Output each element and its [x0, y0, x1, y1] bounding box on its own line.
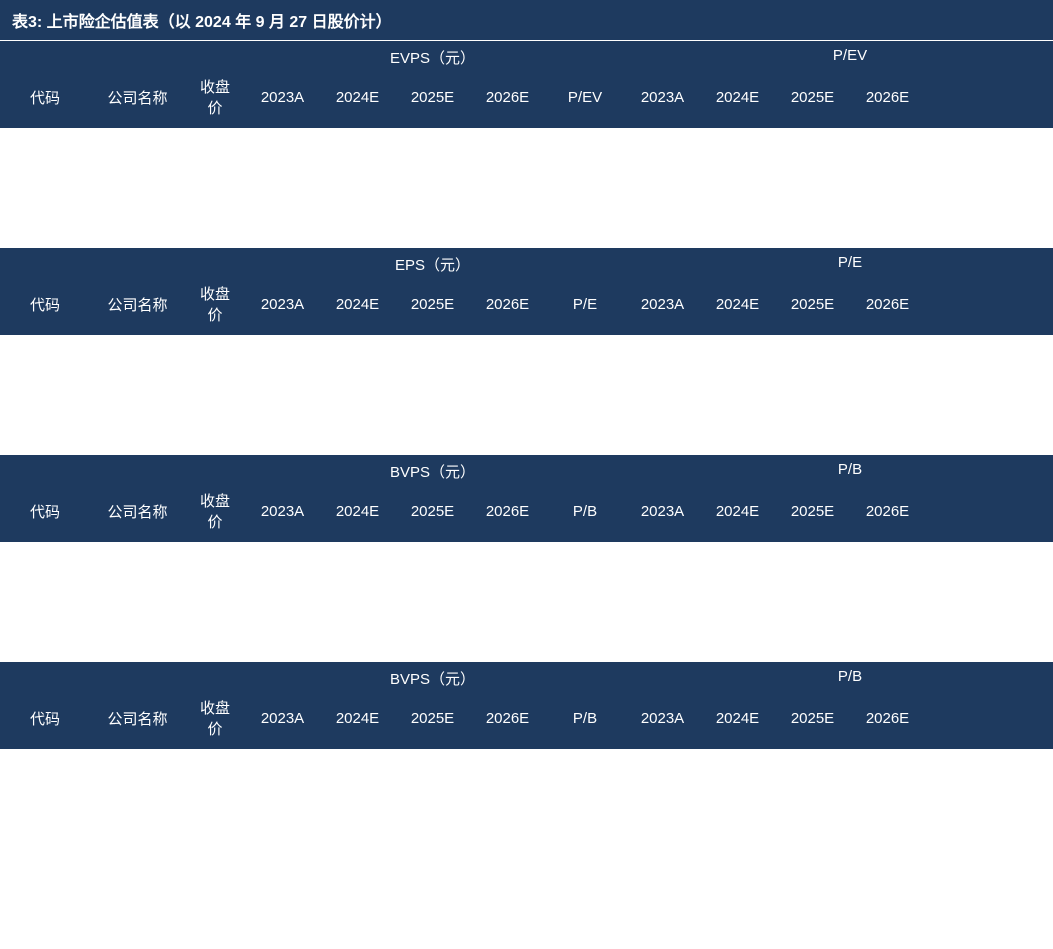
metric-left-label: EPS（元）	[245, 254, 620, 275]
col-name: 公司名称	[90, 708, 185, 729]
col-2024e: 2024E	[320, 503, 395, 520]
table-sections: EVPS（元）P/EV代码公司名称收盘价2023A2024E2025E2026E…	[0, 41, 1053, 869]
col-2023a-r: 2023A	[625, 710, 700, 727]
metric-right-label: P/EV	[700, 47, 1000, 68]
col-2026e: 2026E	[470, 503, 545, 520]
metric-left-label: BVPS（元）	[245, 461, 620, 482]
col-ratio: P/B	[545, 710, 625, 727]
metric-header-row: EPS（元） P/E	[0, 248, 1053, 277]
col-2025e-r: 2025E	[775, 296, 850, 313]
col-2026e: 2026E	[470, 89, 545, 106]
table-title: 表3: 上市险企估值表（以 2024 年 9 月 27 日股价计）	[0, 0, 1053, 41]
col-price: 收盘价	[185, 490, 245, 532]
column-header-row: 代码公司名称收盘价2023A2024E2025E2026EP/B2023A202…	[0, 484, 1053, 542]
col-2023a: 2023A	[245, 503, 320, 520]
col-code: 代码	[0, 501, 90, 522]
col-price: 收盘价	[185, 283, 245, 325]
metric-right-label: P/B	[700, 461, 1000, 482]
col-2024e-r: 2024E	[700, 710, 775, 727]
column-header-row: 代码公司名称收盘价2023A2024E2025E2026EP/EV2023A20…	[0, 70, 1053, 128]
col-2024e-r: 2024E	[700, 89, 775, 106]
col-ratio: P/B	[545, 503, 625, 520]
col-ratio: P/EV	[545, 89, 625, 106]
col-2025e-r: 2025E	[775, 503, 850, 520]
col-2026e: 2026E	[470, 296, 545, 313]
col-2025e: 2025E	[395, 710, 470, 727]
col-price: 收盘价	[185, 76, 245, 118]
col-2024e-r: 2024E	[700, 296, 775, 313]
col-2023a-r: 2023A	[625, 296, 700, 313]
col-name: 公司名称	[90, 501, 185, 522]
col-2026e-r: 2026E	[850, 710, 925, 727]
data-rows-empty	[0, 749, 1053, 869]
metric-header-row: BVPS（元） P/B	[0, 662, 1053, 691]
col-2024e: 2024E	[320, 710, 395, 727]
col-2024e: 2024E	[320, 89, 395, 106]
data-rows-empty	[0, 542, 1053, 662]
col-code: 代码	[0, 708, 90, 729]
col-name: 公司名称	[90, 294, 185, 315]
col-2025e: 2025E	[395, 296, 470, 313]
col-2023a: 2023A	[245, 710, 320, 727]
metric-left-label: BVPS（元）	[245, 668, 620, 689]
col-2023a: 2023A	[245, 296, 320, 313]
col-2026e-r: 2026E	[850, 296, 925, 313]
col-2023a-r: 2023A	[625, 89, 700, 106]
metric-right-label: P/B	[700, 668, 1000, 689]
column-header-row: 代码公司名称收盘价2023A2024E2025E2026EP/E2023A202…	[0, 277, 1053, 335]
col-2023a: 2023A	[245, 89, 320, 106]
col-code: 代码	[0, 294, 90, 315]
col-ratio: P/E	[545, 296, 625, 313]
metric-header-row: EVPS（元） P/EV	[0, 41, 1053, 70]
col-name: 公司名称	[90, 87, 185, 108]
col-2024e: 2024E	[320, 296, 395, 313]
metric-right-label: P/E	[700, 254, 1000, 275]
column-header-row: 代码公司名称收盘价2023A2024E2025E2026EP/B2023A202…	[0, 691, 1053, 749]
col-code: 代码	[0, 87, 90, 108]
col-2025e: 2025E	[395, 89, 470, 106]
metric-left-label: EVPS（元）	[245, 47, 620, 68]
col-2026e: 2026E	[470, 710, 545, 727]
data-rows-empty	[0, 335, 1053, 455]
col-2025e: 2025E	[395, 503, 470, 520]
col-2023a-r: 2023A	[625, 503, 700, 520]
col-2026e-r: 2026E	[850, 89, 925, 106]
metric-header-row: BVPS（元） P/B	[0, 455, 1053, 484]
col-2024e-r: 2024E	[700, 503, 775, 520]
data-rows-empty	[0, 128, 1053, 248]
col-2025e-r: 2025E	[775, 710, 850, 727]
col-2025e-r: 2025E	[775, 89, 850, 106]
col-price: 收盘价	[185, 697, 245, 739]
col-2026e-r: 2026E	[850, 503, 925, 520]
